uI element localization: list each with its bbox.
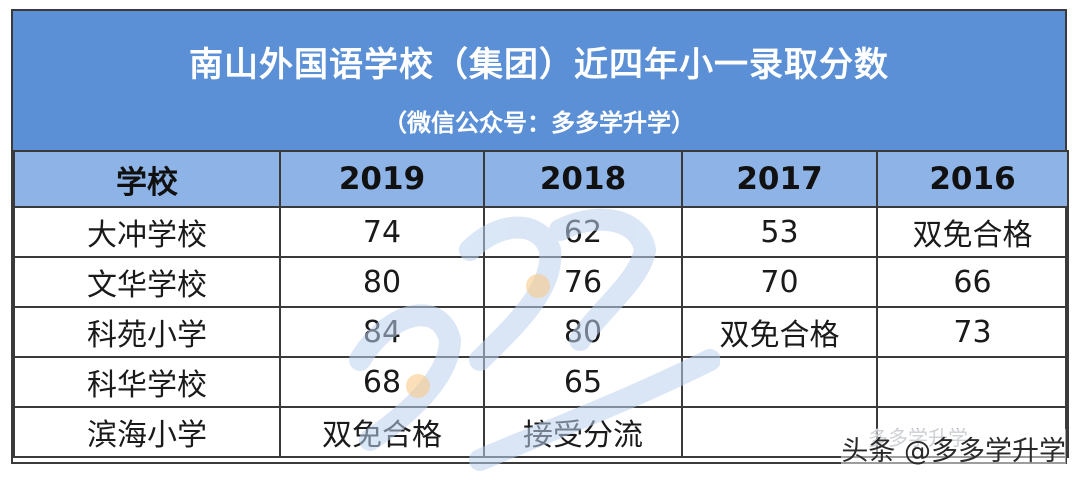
school-name-cell: 大冲学校 — [13, 206, 281, 258]
score-cell — [876, 356, 1069, 408]
score-cell: 双免合格 — [681, 306, 878, 358]
school-name-cell: 文华学校 — [13, 256, 281, 308]
score-cell: 66 — [876, 256, 1069, 308]
school-name-cell: 科华学校 — [13, 356, 281, 408]
title-banner: 南山外国语学校（集团）近四年小一录取分数 （微信公众号：多多学升学） — [13, 11, 1065, 152]
admission-score-table-card: 南山外国语学校（集团）近四年小一录取分数 （微信公众号：多多学升学） 学校 20… — [11, 9, 1069, 464]
table-row: 科华学校 68 65 — [13, 356, 1069, 408]
watermark-credit: 头条 @多多学升学 — [841, 429, 1066, 468]
table-row: 科苑小学 84 80 双免合格 73 — [13, 306, 1069, 358]
header-2016: 2016 — [876, 150, 1069, 208]
header-2017: 2017 — [681, 150, 878, 208]
header-2019: 2019 — [279, 150, 485, 208]
score-cell: 68 — [279, 356, 485, 408]
table-row: 大冲学校 74 62 53 双免合格 — [13, 206, 1069, 258]
score-cell: 接受分流 — [483, 406, 683, 458]
header-2018: 2018 — [483, 150, 683, 208]
score-cell: 65 — [483, 356, 683, 408]
score-cell: 76 — [483, 256, 683, 308]
table-title: 南山外国语学校（集团）近四年小一录取分数 — [189, 45, 889, 85]
score-cell: 双免合格 — [876, 206, 1069, 258]
score-cell — [681, 356, 878, 408]
score-cell: 80 — [279, 256, 485, 308]
score-cell: 73 — [876, 306, 1069, 358]
table-subtitle: （微信公众号：多多学升学） — [383, 109, 695, 137]
header-school: 学校 — [13, 150, 281, 208]
score-table: 学校 2019 2018 2017 2016 大冲学校 74 62 53 双免合… — [13, 150, 1069, 458]
score-cell: 62 — [483, 206, 683, 258]
score-cell: 53 — [681, 206, 878, 258]
score-cell: 双免合格 — [279, 406, 485, 458]
score-cell: 70 — [681, 256, 878, 308]
header-row: 学校 2019 2018 2017 2016 — [13, 150, 1069, 208]
school-name-cell: 科苑小学 — [13, 306, 281, 358]
score-cell: 84 — [279, 306, 485, 358]
table-row: 文华学校 80 76 70 66 — [13, 256, 1069, 308]
score-cell: 74 — [279, 206, 485, 258]
score-cell: 80 — [483, 306, 683, 358]
school-name-cell: 滨海小学 — [13, 406, 281, 458]
